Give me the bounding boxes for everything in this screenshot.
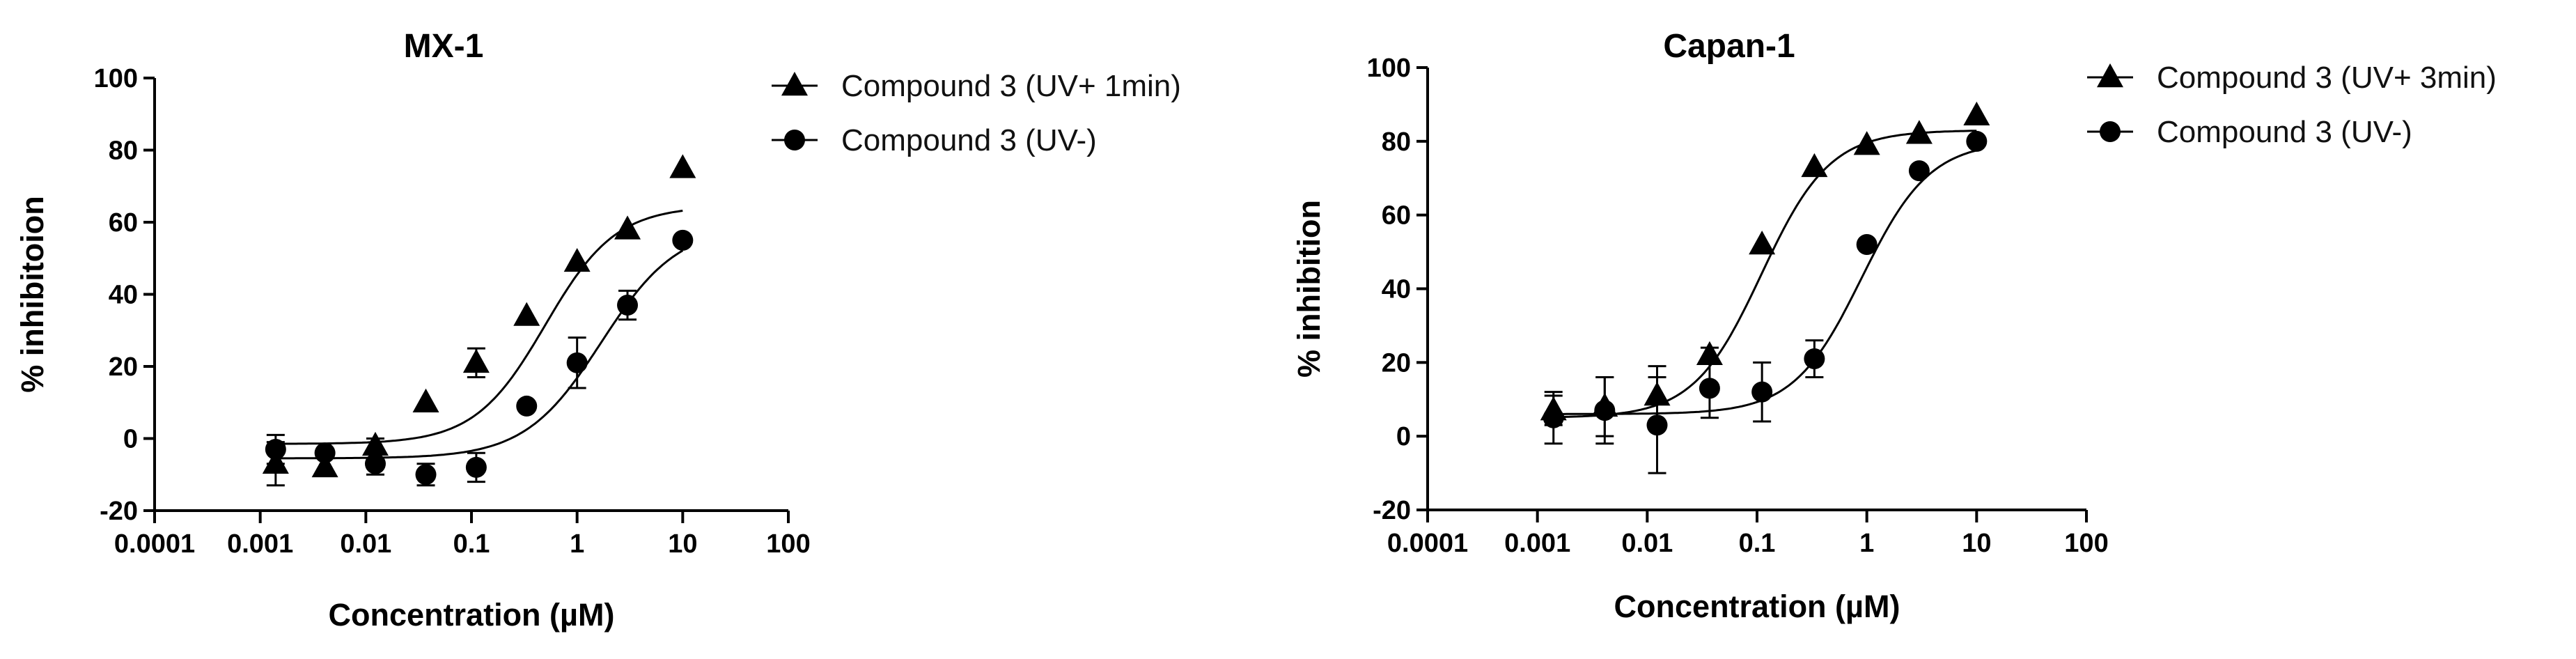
x-tick-label: 0.01 [1621, 529, 1673, 558]
y-tick-label: 80 [109, 137, 138, 166]
data-point [1963, 101, 1990, 126]
fit-curve [275, 249, 684, 460]
data-point [617, 295, 639, 316]
data-point [1594, 400, 1616, 421]
x-tick-label: 10 [668, 529, 697, 559]
y-tick-label: 40 [1382, 275, 1411, 304]
x-tick-label: 0.1 [453, 529, 490, 559]
x-tick-label: 0.1 [1739, 529, 1776, 558]
data-point [314, 442, 336, 464]
legend-marker [2097, 63, 2123, 88]
data-point [1646, 414, 1668, 436]
x-tick-label: 1 [570, 529, 584, 559]
legend-label: Compound 3 (UV+ 3min) [2157, 61, 2497, 95]
data-point [1905, 120, 1933, 144]
data-point [1853, 131, 1880, 155]
data-point [311, 453, 338, 478]
data-point [462, 348, 490, 373]
data-point [1543, 407, 1564, 428]
legend-marker [784, 130, 805, 150]
fit-curve [275, 210, 683, 445]
legend-label: Compound 3 (UV-) [841, 123, 1097, 157]
x-tick-label: 0.001 [227, 529, 293, 559]
x-tick-label: 100 [2064, 529, 2108, 558]
x-tick-label: 1 [1859, 529, 1874, 558]
data-point [516, 395, 538, 417]
chart-mx1: MX-1 -20 0 20 40 60 80 100 0.0001 0.001 0.01 0.1 1 10… [15, 28, 1181, 633]
y-tick-label: 20 [1382, 348, 1411, 378]
legend-marker [781, 72, 808, 96]
data-point [1908, 160, 1930, 182]
data-point [265, 439, 286, 460]
data-point [563, 247, 591, 272]
y-tick-label: 40 [109, 281, 138, 310]
y-tick-label: 0 [123, 425, 138, 454]
legend-marker [2100, 121, 2121, 142]
data-point [614, 215, 641, 240]
x-tick-label: 0.0001 [1387, 529, 1468, 558]
x-tick-label: 100 [766, 529, 810, 559]
data-point [513, 302, 540, 326]
chart-title: Capan-1 [1663, 28, 1795, 65]
x-tick-label: 0.0001 [114, 529, 195, 559]
data-point [1804, 348, 1825, 370]
legend-label: Compound 3 (UV-) [2157, 115, 2412, 149]
y-tick-label: 0 [1396, 422, 1411, 451]
data-point [412, 388, 439, 412]
x-axis-label: Concentration (µM) [329, 597, 615, 633]
y-tick-label: 100 [1367, 54, 1411, 83]
y-tick-label: 60 [109, 208, 138, 238]
series-uv-minus [1543, 130, 1988, 474]
y-tick-label: -20 [100, 497, 138, 526]
data-point [566, 352, 588, 373]
data-point [1856, 234, 1878, 255]
x-axis-label: Concentration (µM) [1614, 589, 1900, 624]
y-tick-label: 100 [94, 64, 138, 93]
y-tick-label: -20 [1373, 496, 1411, 525]
y-axis-label: % inhibition [1291, 200, 1327, 378]
series-uv-minus [265, 229, 694, 487]
x-tick-label: 0.001 [1504, 529, 1570, 558]
y-axis-label: % inhibitoion [15, 196, 50, 392]
data-point [361, 431, 389, 456]
data-point [1749, 231, 1776, 255]
data-point [1699, 378, 1720, 399]
y-tick-label: 60 [1382, 201, 1411, 231]
legend-label: Compound 3 (UV+ 1min) [841, 69, 1181, 103]
legend: Compound 3 (UV+ 3min) Compound 3 (UV-) [2087, 61, 2497, 149]
chart-capan1: Capan-1 -20 0 20 40 60 80 100 0.0001 0.001 0.01 0.1… [1291, 28, 2497, 624]
x-tick-label: 0.01 [340, 529, 391, 559]
data-point [672, 229, 694, 251]
data-point [1966, 130, 1988, 152]
y-tick-label: 20 [109, 352, 138, 382]
chart-title: MX-1 [404, 28, 484, 65]
data-point [364, 453, 386, 474]
data-point [465, 456, 487, 478]
fit-curve [1553, 149, 1977, 415]
data-point [669, 154, 696, 178]
data-point [1801, 153, 1828, 178]
legend: Compound 3 (UV+ 1min) Compound 3 (UV-) [772, 69, 1181, 157]
y-tick-label: 80 [1382, 127, 1411, 157]
x-tick-label: 10 [1962, 529, 1991, 558]
data-point [415, 464, 437, 486]
data-point [1751, 381, 1773, 403]
